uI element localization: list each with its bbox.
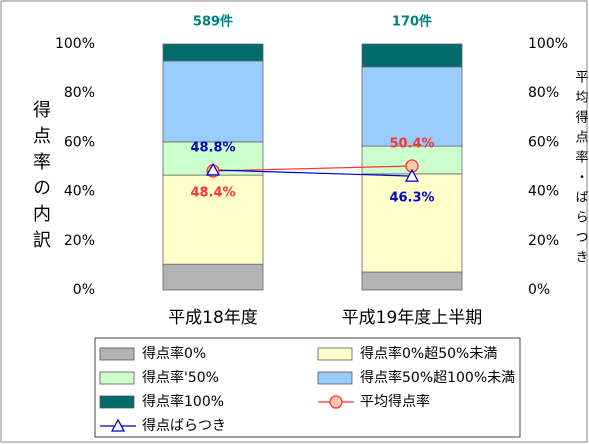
legend-swatch	[317, 347, 353, 361]
line-series	[212, 165, 413, 172]
bar-segment	[361, 173, 463, 273]
y2-tick-label: 100%	[528, 36, 568, 52]
legend-swatch	[99, 395, 135, 409]
y-axis-title: 得点率の内訳	[30, 100, 51, 256]
line-marker	[404, 168, 420, 182]
legend-label: 得点率'50%	[142, 369, 219, 386]
y-tick-label: 100%	[55, 36, 95, 52]
x-tick-label: 平成18年度	[168, 308, 258, 328]
bar-annotation: 170件	[392, 14, 432, 30]
legend-swatch	[99, 371, 135, 385]
y-tick-label: 60%	[64, 134, 95, 150]
y-tick-label: 40%	[64, 184, 95, 200]
y2-tick-label: 60%	[528, 134, 559, 150]
bar-annotation: 589件	[193, 14, 233, 30]
data-label: 50.4%	[389, 137, 434, 152]
y2-tick-label: 80%	[528, 85, 559, 101]
bar-segment	[162, 174, 264, 265]
bar-segment	[361, 43, 463, 68]
y2-axis-title: 平均得点率・ばらつき	[573, 70, 589, 270]
legend-label: 得点率0%超50%未満	[360, 345, 497, 362]
line-series	[212, 169, 413, 177]
data-label: 48.8%	[190, 140, 235, 155]
legend-swatch	[99, 347, 135, 361]
bar-segment	[162, 263, 264, 291]
x-tick-label: 平成19年度上半期	[342, 308, 483, 328]
data-label: 48.4%	[190, 185, 235, 200]
bar-segment	[162, 60, 264, 143]
legend-label: 得点率0%	[142, 345, 206, 362]
y2-tick-label: 0%	[528, 282, 550, 298]
y-tick-label: 20%	[64, 233, 95, 249]
legend-label: 得点率50%超100%未満	[360, 369, 515, 386]
legend-box	[94, 337, 521, 438]
legend-label: 得点率100%	[142, 393, 224, 410]
data-label: 46.3%	[389, 191, 434, 206]
legend-marker	[110, 418, 126, 432]
legend-label: 得点ばらつき	[142, 417, 226, 434]
line-marker	[205, 162, 221, 176]
y2-tick-label: 20%	[528, 233, 559, 249]
bar-segment	[361, 271, 463, 291]
y-tick-label: 80%	[64, 85, 95, 101]
y-tick-label: 0%	[73, 282, 95, 298]
bar-segment	[162, 43, 264, 62]
y2-tick-label: 40%	[528, 184, 559, 200]
legend-label: 平均得点率	[360, 393, 430, 410]
legend-swatch	[317, 371, 353, 385]
legend-marker	[329, 395, 343, 409]
bar-segment	[361, 66, 463, 147]
